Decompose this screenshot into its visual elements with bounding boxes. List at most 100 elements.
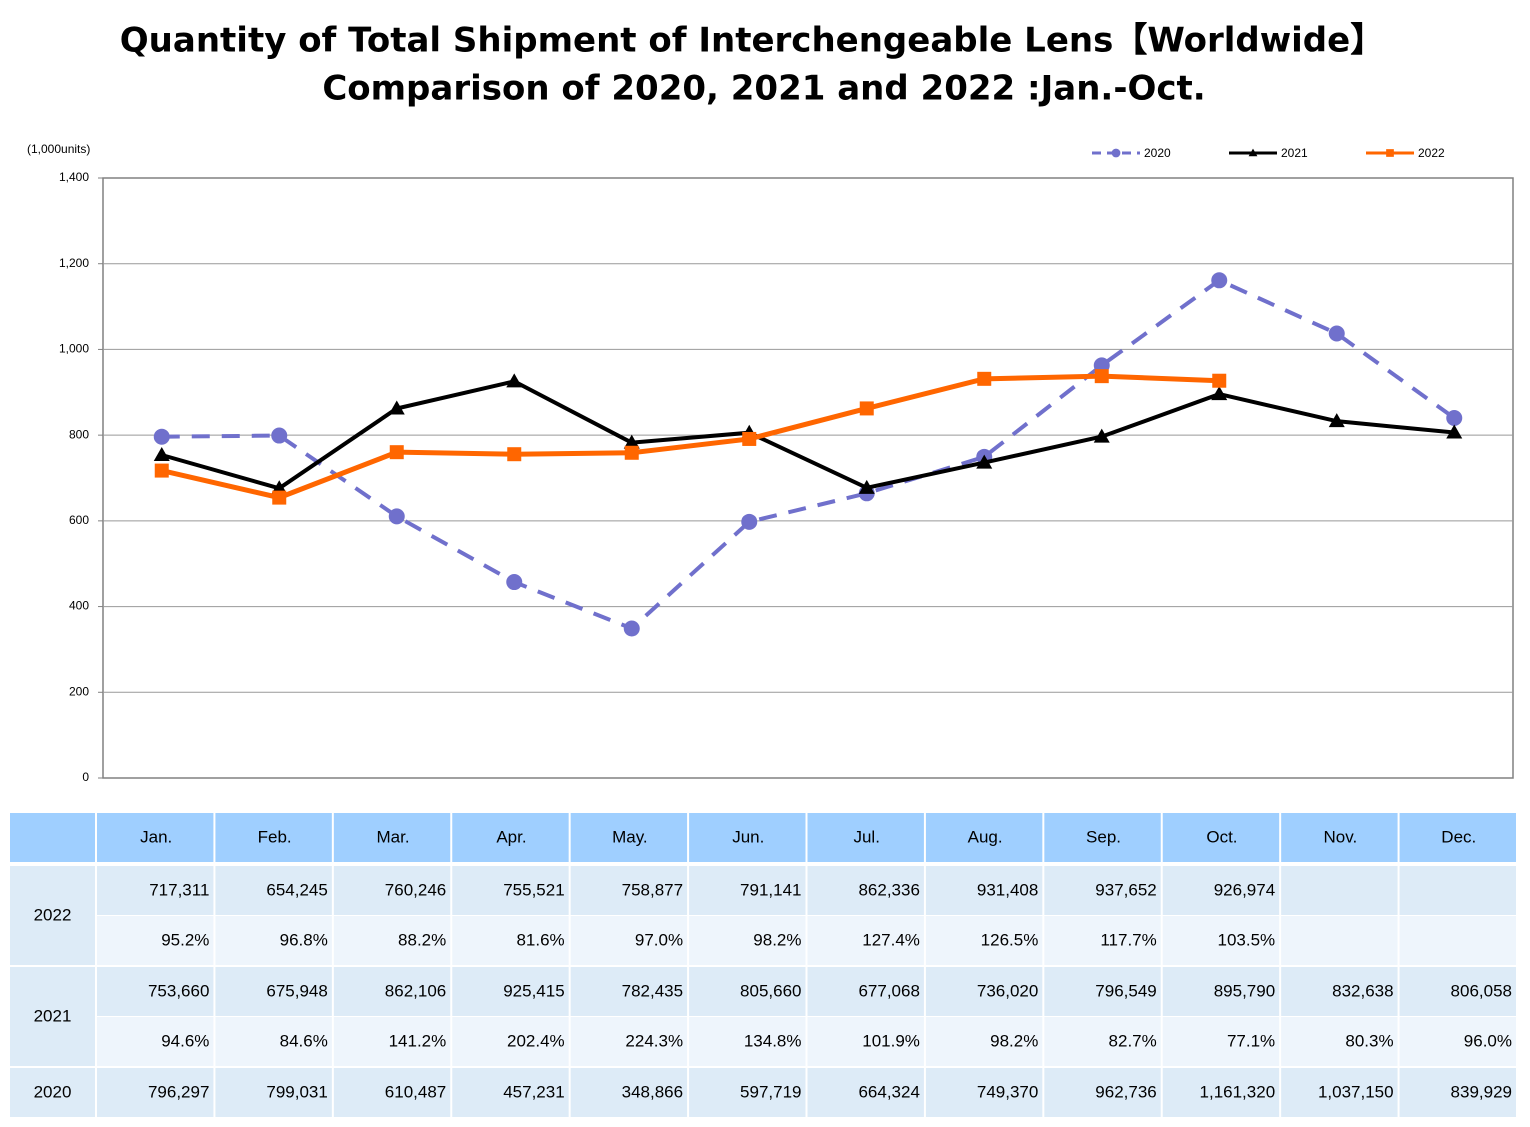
table-cell-value: 84.6% [280, 1031, 328, 1050]
table-cell [1044, 866, 1161, 915]
table-cell [1162, 1068, 1280, 1117]
table-cell [97, 967, 214, 1016]
table-cell [689, 916, 806, 965]
table-cell-value: 782,435 [622, 981, 683, 1000]
point [389, 445, 404, 460]
table-cell-value: 1,037,150 [1318, 1082, 1394, 1101]
table-cell-value: 348,866 [622, 1082, 683, 1101]
table-cell [1044, 967, 1161, 1016]
table-cell-value: 962,736 [1095, 1082, 1156, 1101]
point [154, 463, 169, 478]
table-cell-value: 937,652 [1095, 880, 1156, 899]
table-cell-value: 81.6% [516, 930, 564, 949]
table-cell-value: 127.4% [862, 930, 920, 949]
table-cell [215, 866, 332, 915]
table-cell-value: 98.2% [990, 1031, 1038, 1050]
table-row-label: 2022 [34, 905, 72, 924]
table-cell-value: 96.0% [1464, 1031, 1512, 1050]
legend-label: 2021 [1281, 146, 1308, 160]
table-cell [570, 866, 688, 915]
table-cell-value: 806,058 [1451, 981, 1512, 1000]
table-cell [97, 916, 214, 965]
table-cell [452, 1017, 569, 1066]
point [977, 371, 992, 386]
table-header-label: Jan. [140, 827, 172, 846]
table-cell [97, 1017, 214, 1066]
table-cell [570, 916, 688, 965]
table-cell-value: 677,068 [858, 981, 919, 1000]
point [507, 447, 522, 462]
chart-subtitle: Comparison of 2020, 2021 and 2022 :Jan.-… [322, 69, 1205, 109]
table-header-cell [689, 813, 806, 862]
point [741, 513, 758, 530]
point [1212, 373, 1227, 388]
table-cell [1044, 1017, 1161, 1066]
table-cell-value: 202.4% [507, 1031, 565, 1050]
table-cell-value: 96.8% [280, 930, 328, 949]
plot-area [102, 177, 1514, 779]
table-cell [97, 866, 214, 915]
table-cell-value: 597,719 [740, 1082, 801, 1101]
table-cell-value: 926,974 [1214, 880, 1275, 899]
table-cell [1399, 967, 1516, 1016]
table-cell [1162, 866, 1280, 915]
series-line [161, 379, 1455, 491]
table-cell [1399, 1017, 1516, 1066]
table-cell [1281, 866, 1398, 915]
point [153, 428, 170, 445]
point [388, 400, 405, 415]
table-cell [570, 967, 688, 1016]
table-cell [333, 967, 451, 1016]
point [1328, 413, 1345, 428]
table-cell-value: 839,929 [1451, 1082, 1512, 1101]
table-header-cell [97, 813, 214, 862]
table-cell [452, 866, 569, 915]
table-cell [333, 866, 451, 915]
legend-label: 2020 [1144, 146, 1171, 160]
table-cell-value: 791,141 [740, 880, 801, 899]
table-cell [215, 1017, 332, 1066]
table-cell [452, 916, 569, 965]
table-cell [570, 1068, 688, 1117]
table-header-label: Jul. [853, 827, 879, 846]
point [976, 454, 993, 469]
table-cell [689, 866, 806, 915]
table-cell-value: 925,415 [503, 981, 564, 1000]
table-cell [1044, 1068, 1161, 1117]
table-row-label-cell [10, 967, 95, 1066]
table-cell-value: 224.3% [625, 1031, 683, 1050]
table-row-label-cell [10, 1068, 95, 1117]
table-cell [1281, 967, 1398, 1016]
y-tick-label: 1,400 [59, 170, 89, 184]
table-cell-value: 101.9% [862, 1031, 920, 1050]
table-cell [807, 1017, 924, 1066]
point [506, 373, 523, 388]
table-cell [1399, 1068, 1516, 1117]
table-cell [1399, 866, 1516, 915]
table-cell-value: 717,311 [149, 880, 209, 899]
table-header-label: Nov. [1324, 827, 1358, 846]
point [623, 434, 640, 449]
table-header-cell [452, 813, 569, 862]
table-header-cell [10, 813, 95, 862]
table-cell [333, 1068, 451, 1117]
y-tick-label: 200 [69, 684, 89, 698]
table-cell-value: 760,246 [385, 880, 446, 899]
table-cell [1162, 916, 1280, 965]
y-tick-label: 800 [69, 427, 89, 441]
point [1446, 424, 1463, 439]
table-header-cell [215, 813, 332, 862]
table-header-label: Sep. [1086, 827, 1121, 846]
table-cell [1162, 967, 1280, 1016]
table-cell-value: 931,408 [977, 880, 1038, 899]
table-cell-value: 97.0% [635, 930, 683, 949]
table-cell-value: 103.5% [1217, 930, 1275, 949]
table-cell [570, 1017, 688, 1066]
table-cell-value: 457,231 [503, 1082, 564, 1101]
point [506, 574, 523, 591]
table-cell-value: 126.5% [981, 930, 1039, 949]
point [624, 445, 639, 460]
point [153, 447, 170, 462]
table-cell-value: 749,370 [977, 1082, 1038, 1101]
